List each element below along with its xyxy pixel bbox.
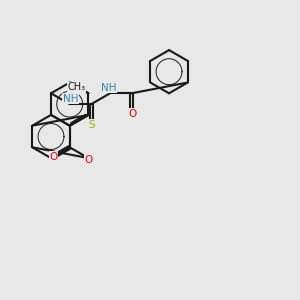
Text: CH₃: CH₃ <box>68 82 86 92</box>
Text: O: O <box>128 109 136 119</box>
Text: O: O <box>84 154 92 165</box>
Text: S: S <box>88 120 94 130</box>
Text: NH: NH <box>101 83 117 93</box>
Text: NH: NH <box>63 94 78 104</box>
Text: O: O <box>50 152 58 162</box>
